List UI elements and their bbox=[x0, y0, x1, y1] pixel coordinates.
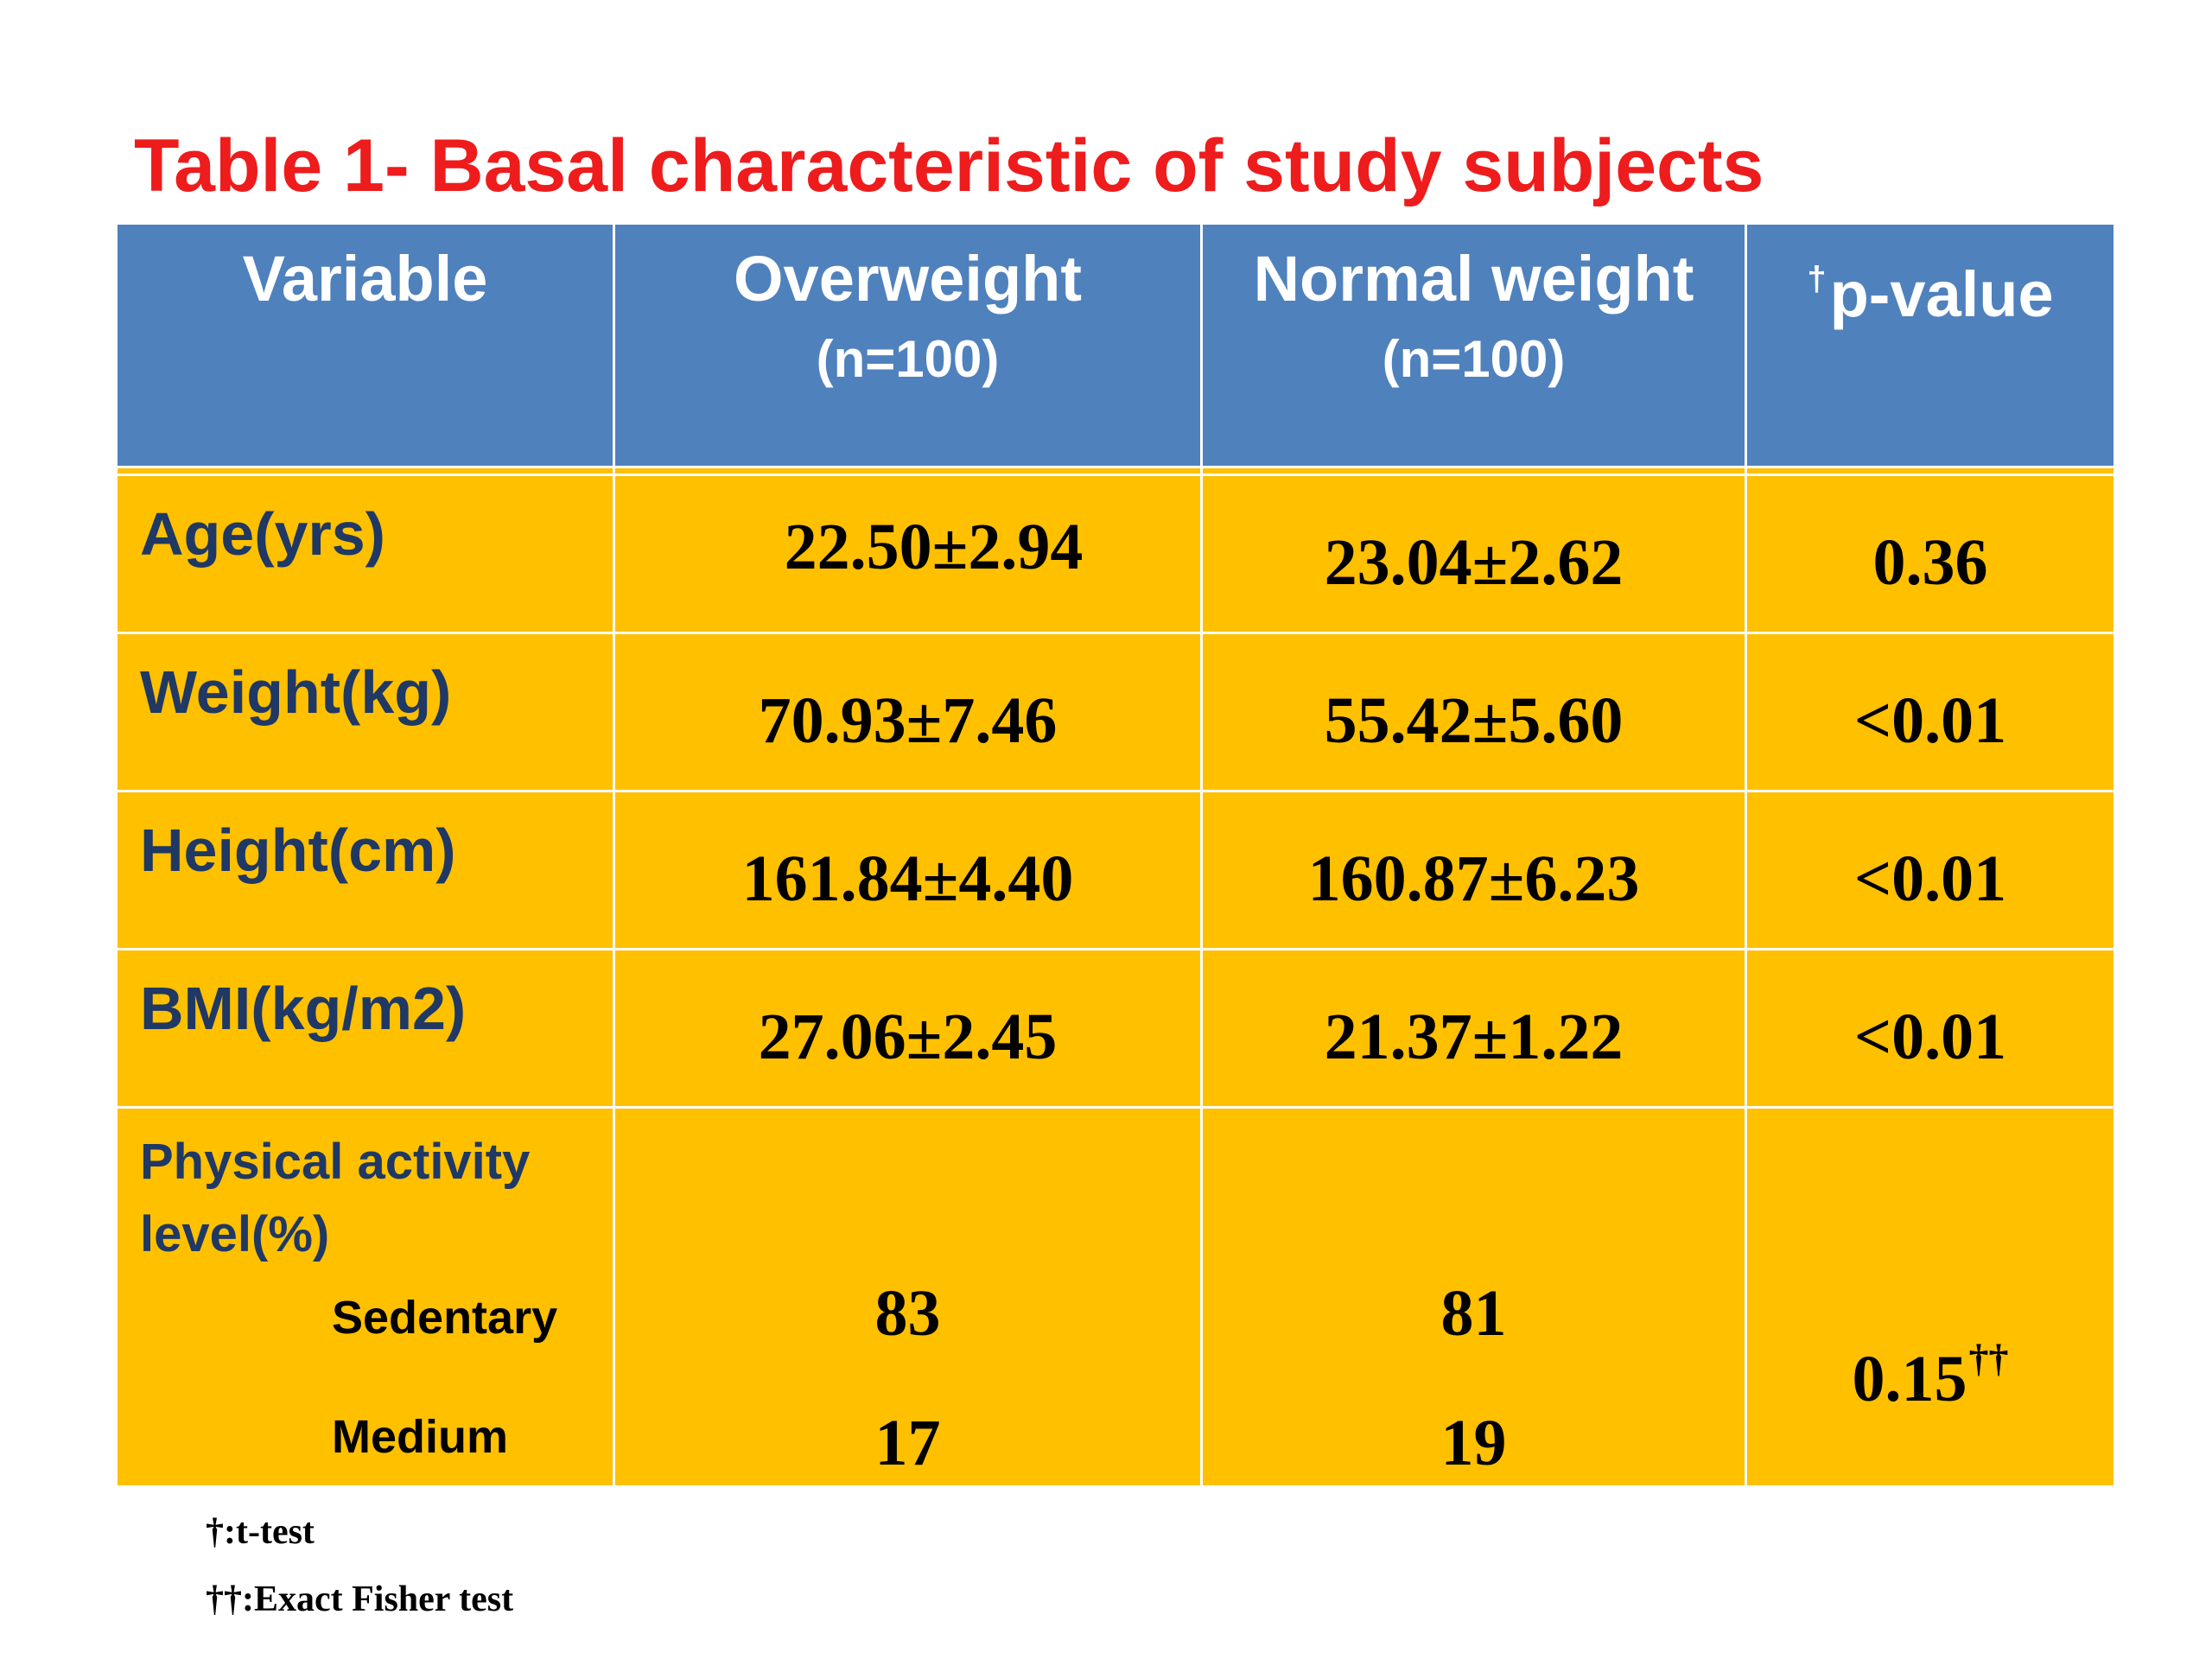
physical-activity-label-line2: level(%) bbox=[140, 1206, 330, 1262]
overweight-cell: 161.84±4.40 bbox=[613, 790, 1203, 950]
activity-p-value: 0.15 bbox=[1852, 1343, 1967, 1415]
overweight-value: 22.50±2.94 bbox=[784, 510, 1084, 583]
physical-activity-label-line1: Physical activity bbox=[140, 1134, 531, 1190]
table-row: BMI(kg/m2) 27.06±2.45 21.37±1.22 <0.01 bbox=[115, 948, 2116, 1109]
footnotes: †:t-test ††:Exact Fisher test bbox=[206, 1510, 513, 1645]
double-dagger-marker: †† bbox=[1968, 1336, 2009, 1380]
overweight-activity-cell: 83 17 bbox=[613, 1106, 1203, 1488]
p-value: <0.01 bbox=[1853, 683, 2007, 757]
normal-medium-value: 19 bbox=[1440, 1407, 1507, 1479]
table-title: Table 1- Basal characteristic of study s… bbox=[134, 124, 1764, 207]
physical-activity-row: Physical activity level(%) Sedentary Med… bbox=[115, 1106, 2116, 1488]
header-label: †p-value bbox=[1747, 225, 2113, 334]
normal-weight-cell: 160.87±6.23 bbox=[1200, 790, 1747, 950]
dagger-marker: † bbox=[1807, 260, 1827, 298]
normal-weight-cell: 55.42±5.60 bbox=[1200, 632, 1747, 792]
header-sample-size: (n=100) bbox=[816, 330, 1000, 388]
p-value-cell: <0.01 bbox=[1745, 948, 2116, 1109]
variable-label: Age(yrs) bbox=[140, 500, 385, 568]
p-value-cell: 0.36 bbox=[1745, 474, 2116, 634]
category-sedentary-label: Sedentary bbox=[332, 1292, 558, 1344]
normal-weight-value: 160.87±6.23 bbox=[1307, 842, 1640, 915]
overweight-value: 161.84±4.40 bbox=[741, 842, 1074, 915]
category-medium-label: Medium bbox=[332, 1411, 509, 1463]
p-value-cell: <0.01 bbox=[1745, 790, 2116, 950]
p-value: <0.01 bbox=[1853, 842, 2007, 915]
variable-label: Height(cm) bbox=[140, 817, 456, 884]
characteristics-table: Variable Overweight (n=100) Normal weigh… bbox=[115, 222, 2116, 1488]
header-label-text: p-value bbox=[1829, 258, 2054, 330]
footnote-t-test: †:t-test bbox=[206, 1512, 315, 1552]
table-row: Height(cm) 161.84±4.40 160.87±6.23 <0.01 bbox=[115, 790, 2116, 950]
variable-label: Weight(kg) bbox=[140, 658, 452, 726]
variable-cell: Age(yrs) bbox=[115, 474, 615, 634]
normal-weight-value: 23.04±2.62 bbox=[1324, 525, 1624, 599]
variable-label: BMI(kg/m2) bbox=[140, 975, 467, 1042]
table-row: Weight(kg) 70.93±7.46 55.42±5.60 <0.01 bbox=[115, 632, 2116, 792]
overweight-cell: 70.93±7.46 bbox=[613, 632, 1203, 792]
header-label: Normal weight bbox=[1253, 243, 1694, 315]
header-overweight: Overweight (n=100) bbox=[613, 222, 1203, 468]
normal-weight-cell: 23.04±2.62 bbox=[1200, 474, 1747, 634]
p-value: 0.36 bbox=[1872, 525, 1988, 599]
overweight-sedentary-value: 83 bbox=[874, 1277, 941, 1350]
normal-weight-activity-cell: 81 19 bbox=[1200, 1106, 1747, 1488]
normal-weight-cell: 21.37±1.22 bbox=[1200, 948, 1747, 1109]
variable-cell: Height(cm) bbox=[115, 790, 615, 950]
p-value-cell: <0.01 bbox=[1745, 632, 2116, 792]
p-value: <0.01 bbox=[1853, 1000, 2007, 1073]
normal-sedentary-value: 81 bbox=[1440, 1277, 1507, 1350]
header-row: Variable Overweight (n=100) Normal weigh… bbox=[115, 222, 2116, 468]
header-label: Variable bbox=[242, 243, 488, 315]
overweight-value: 27.06±2.45 bbox=[758, 1000, 1058, 1073]
table-row: Age(yrs) 22.50±2.94 23.04±2.62 0.36 bbox=[115, 474, 2116, 634]
header-normal-weight: Normal weight (n=100) bbox=[1200, 222, 1747, 468]
footnote-fisher-test: ††:Exact Fisher test bbox=[206, 1580, 514, 1619]
normal-weight-value: 21.37±1.22 bbox=[1324, 1000, 1624, 1073]
header-label: Overweight bbox=[734, 243, 1082, 315]
overweight-cell: 22.50±2.94 bbox=[613, 474, 1203, 634]
variable-cell: BMI(kg/m2) bbox=[115, 948, 615, 1109]
overweight-cell: 27.06±2.45 bbox=[613, 948, 1203, 1109]
header-sample-size: (n=100) bbox=[1382, 330, 1566, 388]
row-separator bbox=[115, 466, 2116, 476]
normal-weight-value: 55.42±5.60 bbox=[1324, 683, 1624, 757]
variable-cell: Weight(kg) bbox=[115, 632, 615, 792]
header-p-value: †p-value bbox=[1745, 222, 2116, 468]
activity-p-value-cell: 0.15†† bbox=[1745, 1106, 2116, 1488]
physical-activity-label-cell: Physical activity level(%) Sedentary Med… bbox=[115, 1106, 615, 1488]
overweight-medium-value: 17 bbox=[874, 1407, 941, 1479]
overweight-value: 70.93±7.46 bbox=[758, 683, 1058, 757]
header-variable: Variable bbox=[115, 222, 615, 468]
activity-p-value-wrap: 0.15†† bbox=[1747, 1335, 2113, 1417]
